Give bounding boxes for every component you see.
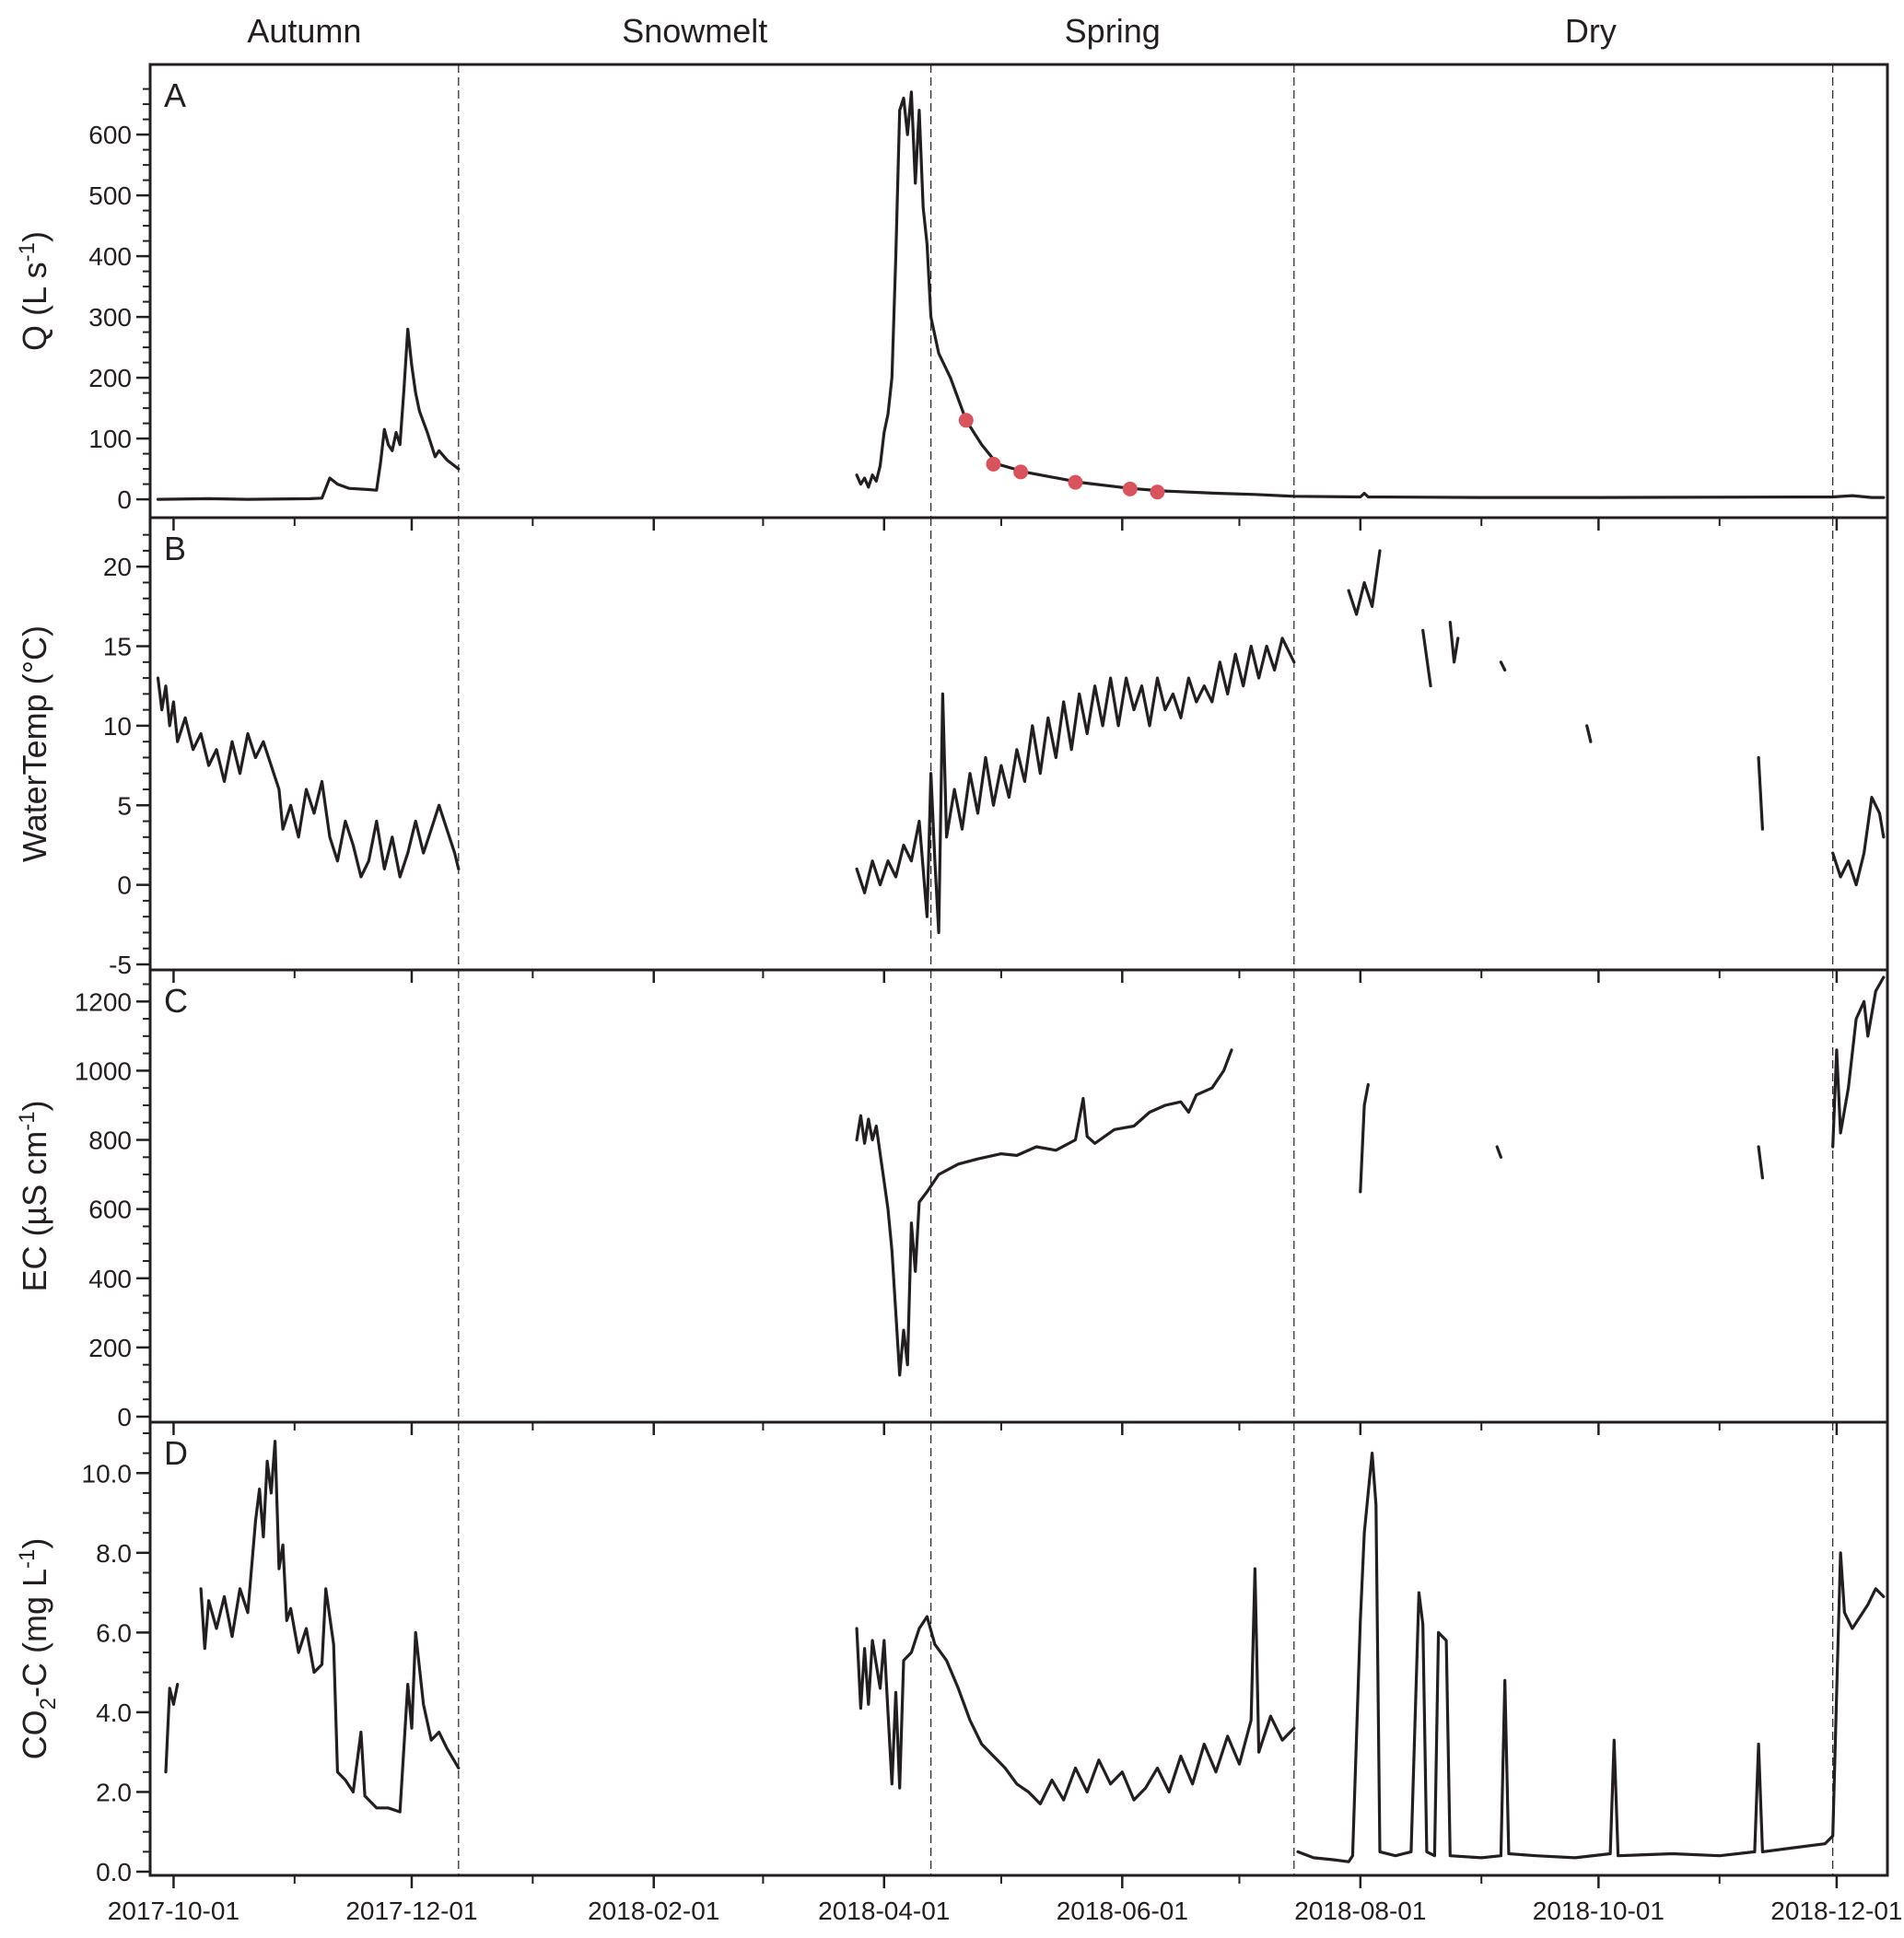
y-tick-label: 5 — [117, 791, 132, 820]
y-label-superscript: -1 — [15, 242, 40, 262]
panel-letter: C — [164, 982, 188, 1020]
series-line-segment — [855, 636, 1296, 935]
y-tick-label: -5 — [109, 951, 132, 979]
y-tick-label: 0 — [117, 485, 132, 514]
x-tick-label: 2017-10-01 — [108, 1897, 239, 1925]
series-line-segment — [855, 90, 1886, 499]
series-line-segment — [1831, 975, 1886, 1149]
y-tick-label: 600 — [88, 1196, 132, 1224]
y-label-subscript: 2 — [36, 1698, 61, 1710]
y-axis-label: WaterTemp (°C) — [16, 625, 53, 862]
sample-point — [1122, 481, 1138, 496]
series-line-segment — [1359, 1082, 1370, 1194]
y-label-part: Q (L s — [16, 262, 53, 351]
y-tick-label: 800 — [88, 1127, 132, 1155]
series-line-segment — [1495, 1145, 1502, 1159]
sample-point — [958, 413, 974, 428]
y-tick-label: 15 — [103, 633, 132, 661]
x-tick-label: 2018-06-01 — [1057, 1897, 1188, 1925]
series-line-segment — [199, 1440, 461, 1814]
y-label-part: ) — [16, 1538, 53, 1549]
panel-frame — [148, 968, 1889, 1424]
panel-c: 0 200 400 600 800 1000 1200 C EC (µS cm-1) — [15, 968, 1889, 1435]
y-label-part: ) — [16, 231, 53, 242]
x-tick-label: 2018-12-01 — [1770, 1897, 1902, 1925]
y-tick-label: 400 — [88, 1265, 132, 1293]
y-label-part: ) — [16, 1100, 53, 1111]
season-label-spring: Spring — [1065, 12, 1161, 50]
series-line-segment — [1499, 660, 1507, 672]
y-tick-label: 0.0 — [96, 1858, 132, 1886]
series-line-segment — [855, 1048, 1233, 1377]
season-label-dry: Dry — [1565, 12, 1617, 50]
y-tick-label: 200 — [88, 1334, 132, 1362]
season-label-autumn: Autumn — [247, 12, 361, 50]
x-axis: 2017-10-01 2017-12-01 2018-02-01 2018-04-01… — [108, 1897, 1903, 1925]
panel-letter: B — [164, 530, 186, 567]
panel-a: 0 100 200 300 400 500 600 A Q (L s-1) — [15, 63, 1889, 531]
y-label-part: CO — [16, 1710, 53, 1759]
y-tick-label: 1200 — [75, 987, 132, 1016]
series-line-segment — [1585, 724, 1593, 743]
y-tick-label: 600 — [88, 121, 132, 149]
y-tick-label: 100 — [88, 425, 132, 453]
series-line-segment — [1757, 1145, 1764, 1180]
series-line-segment — [156, 327, 461, 501]
panel-d: 0.0 2.0 4.0 6.0 8.0 10.0 D CO2-C (mg L-1) — [15, 1420, 1889, 1888]
y-tick-label: 10 — [103, 712, 132, 741]
sample-point — [1068, 474, 1083, 490]
series-line-segment — [1757, 755, 1764, 831]
x-tick-label: 2018-04-01 — [818, 1897, 950, 1925]
series-line-segment — [1831, 796, 1886, 887]
panel-b: -5 0 5 10 15 20 B WaterTemp (°C) — [16, 516, 1889, 983]
y-tick-label: 6.0 — [96, 1618, 132, 1647]
season-labels: Autumn Snowmelt Spring Dry — [247, 12, 1617, 50]
series-line-segment — [1347, 549, 1382, 616]
season-label-snowmelt: Snowmelt — [622, 12, 767, 50]
y-tick-label: 8.0 — [96, 1539, 132, 1568]
x-tick-label: 2018-08-01 — [1294, 1897, 1426, 1925]
y-tick-label: 300 — [88, 303, 132, 332]
y-label-superscript: -1 — [15, 1111, 40, 1130]
y-axis-label: EC (µS cm-1) — [15, 1100, 53, 1291]
series-line-segment — [1421, 628, 1432, 688]
panel-frame — [148, 516, 1889, 972]
y-tick-label: 20 — [103, 553, 132, 581]
y-label-part: EC (µS cm — [16, 1131, 53, 1292]
x-tick-label: 2018-02-01 — [588, 1897, 719, 1925]
panel-frame — [148, 63, 1889, 520]
y-axis-label: Q (L s-1) — [15, 231, 53, 351]
y-tick-label: 4.0 — [96, 1699, 132, 1727]
y-label-superscript: -1 — [15, 1549, 40, 1569]
y-tick-label: 200 — [88, 364, 132, 392]
panel-letter: A — [164, 76, 186, 114]
series-line-segment — [164, 1683, 180, 1774]
series-line-segment — [1448, 621, 1460, 664]
sample-point — [1013, 464, 1029, 480]
x-tick-label: 2018-10-01 — [1533, 1897, 1665, 1925]
y-tick-label: 2.0 — [96, 1778, 132, 1806]
x-tick-label: 2017-12-01 — [345, 1897, 477, 1925]
y-tick-label: 0 — [117, 1403, 132, 1431]
y-tick-label: 1000 — [75, 1057, 132, 1085]
y-label-part: -C (mg L — [16, 1569, 53, 1698]
series-line-segment — [156, 676, 461, 879]
y-axis-label: CO2-C (mg L-1) — [15, 1538, 61, 1760]
panel-letter: D — [164, 1434, 188, 1472]
series-line-segment — [855, 1567, 1296, 1805]
panel-frame — [148, 1420, 1889, 1877]
y-tick-label: 0 — [117, 871, 132, 900]
y-tick-label: 500 — [88, 181, 132, 210]
sample-point — [986, 456, 1001, 472]
sample-point — [1150, 484, 1165, 500]
y-tick-label: 10.0 — [82, 1459, 133, 1488]
series-line-segment — [1296, 1452, 1886, 1863]
y-tick-label: 400 — [88, 242, 132, 271]
